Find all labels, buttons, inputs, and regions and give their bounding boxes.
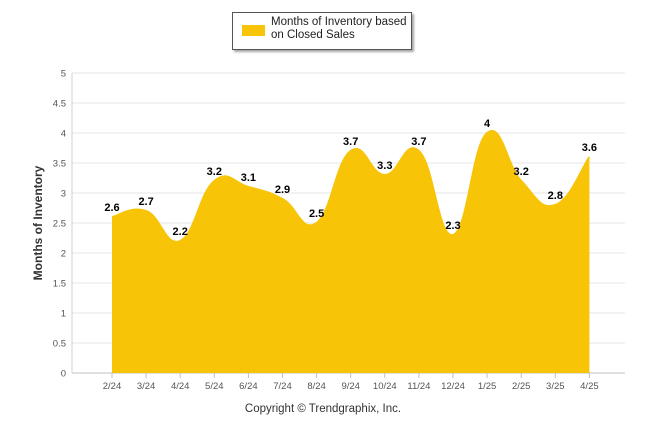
y-axis-title: Months of Inventory: [31, 165, 45, 280]
data-label: 2.8: [548, 190, 563, 202]
data-label: 3.2: [514, 166, 529, 178]
data-point[interactable]: [211, 178, 217, 184]
data-label: 3.3: [377, 160, 392, 172]
x-tick-label: 3/25: [546, 381, 565, 392]
x-tick-label: 8/24: [307, 381, 326, 392]
series-area: [109, 130, 592, 373]
x-tick-label: 2/24: [103, 381, 122, 392]
data-point[interactable]: [586, 154, 592, 160]
data-point[interactable]: [143, 208, 149, 214]
y-tick-label: 1.5: [53, 279, 66, 290]
x-tick-label: 4/25: [580, 381, 599, 392]
data-point[interactable]: [382, 172, 388, 178]
data-point[interactable]: [348, 148, 354, 154]
x-tick-label: 10/24: [373, 381, 397, 392]
y-tick-label: 3.5: [53, 159, 66, 170]
x-tick-label: 6/24: [239, 381, 258, 392]
legend-label: Months of Inventory based on Closed Sale…: [271, 16, 409, 42]
x-tick-label: 9/24: [341, 381, 360, 392]
y-tick-label: 1: [61, 309, 66, 320]
series-line[interactable]: [111, 130, 591, 243]
data-label: 3.7: [411, 136, 426, 148]
y-tick-label: 5: [61, 69, 66, 80]
data-label: 2.3: [445, 220, 460, 232]
y-tick-label: 3: [61, 189, 66, 200]
data-label: 4: [484, 118, 491, 130]
y-tick-label: 2: [61, 249, 66, 260]
copyright-text: Copyright © Trendgraphix, Inc.: [244, 403, 402, 415]
x-tick-label: 4/24: [171, 381, 190, 392]
data-label: 3.7: [343, 136, 358, 148]
data-label: 2.2: [173, 226, 188, 238]
legend-label-line2: on Closed Sales: [271, 29, 355, 41]
data-point[interactable]: [450, 232, 456, 238]
data-labels: 2.6 2.7 2.2 3.2 3.1 2.9 2.5 3.7 3.3 3.7 2.3 4 3.2 2.8…: [104, 118, 597, 238]
x-tick-label: 1/25: [478, 381, 497, 392]
data-point[interactable]: [280, 196, 286, 202]
data-label: 2.9: [275, 184, 290, 196]
data-label: 3.6: [582, 142, 597, 154]
legend-swatch: [242, 25, 265, 36]
data-label: 2.6: [104, 202, 119, 214]
data-label: 2.5: [309, 208, 324, 220]
y-tick-label: 0: [61, 369, 66, 380]
data-point[interactable]: [518, 178, 524, 184]
x-tick-label: 2/25: [512, 381, 531, 392]
y-tick-label: 0.5: [53, 339, 66, 350]
y-tick-label: 4.5: [53, 99, 66, 110]
data-point[interactable]: [109, 214, 115, 220]
data-point[interactable]: [314, 220, 320, 226]
data-point[interactable]: [552, 202, 558, 208]
data-point[interactable]: [245, 184, 251, 190]
x-tick-label: 12/24: [441, 381, 465, 392]
x-tick-label: 11/24: [407, 381, 430, 392]
data-point[interactable]: [177, 238, 183, 244]
data-label: 2.7: [138, 196, 153, 208]
y-tick-label: 2.5: [53, 219, 66, 230]
x-tick-label: 5/24: [205, 381, 224, 392]
data-point[interactable]: [484, 130, 490, 136]
legend[interactable]: Months of Inventory based on Closed Sale…: [232, 12, 412, 50]
legend-label-line1: Months of Inventory based: [271, 16, 407, 28]
data-point[interactable]: [416, 148, 422, 154]
data-label: 3.1: [241, 172, 256, 184]
x-tick-label: 3/24: [137, 381, 156, 392]
y-tick-label: 4: [61, 129, 66, 140]
data-label: 3.2: [207, 166, 222, 178]
x-tick-label: 7/24: [273, 381, 292, 392]
